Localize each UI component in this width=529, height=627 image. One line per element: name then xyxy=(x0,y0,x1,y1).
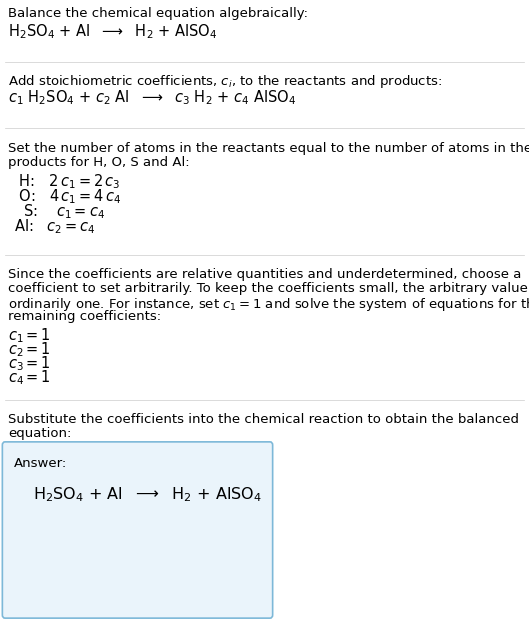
Text: products for H, O, S and Al:: products for H, O, S and Al: xyxy=(8,156,189,169)
Text: $c_3 = 1$: $c_3 = 1$ xyxy=(8,354,51,372)
Text: O:   $4\,c_1 = 4\,c_4$: O: $4\,c_1 = 4\,c_4$ xyxy=(14,187,121,206)
Text: $\mathregular{H_2SO_4}$ + Al  $\longrightarrow$  $\mathregular{H_2}$ + AlSO$_4$: $\mathregular{H_2SO_4}$ + Al $\longright… xyxy=(8,22,217,41)
Text: Since the coefficients are relative quantities and underdetermined, choose a: Since the coefficients are relative quan… xyxy=(8,268,522,281)
Text: $\mathregular{H_2SO_4}$ + Al  $\longrightarrow$  $\mathregular{H_2}$ + AlSO$_4$: $\mathregular{H_2SO_4}$ + Al $\longright… xyxy=(33,485,262,503)
Text: $c_1$ $\mathregular{H_2SO_4}$ + $c_2$ Al  $\longrightarrow$  $c_3$ $\mathregular: $c_1$ $\mathregular{H_2SO_4}$ + $c_2$ Al… xyxy=(8,88,296,107)
Text: Set the number of atoms in the reactants equal to the number of atoms in the: Set the number of atoms in the reactants… xyxy=(8,142,529,155)
FancyBboxPatch shape xyxy=(2,442,272,618)
Text: Al:   $c_2 = c_4$: Al: $c_2 = c_4$ xyxy=(14,217,96,236)
Text: equation:: equation: xyxy=(8,427,71,440)
Text: $c_2 = 1$: $c_2 = 1$ xyxy=(8,340,51,359)
Text: Add stoichiometric coefficients, $c_i$, to the reactants and products:: Add stoichiometric coefficients, $c_i$, … xyxy=(8,73,442,90)
Text: Answer:: Answer: xyxy=(14,457,67,470)
Text: remaining coefficients:: remaining coefficients: xyxy=(8,310,161,323)
Text: coefficient to set arbitrarily. To keep the coefficients small, the arbitrary va: coefficient to set arbitrarily. To keep … xyxy=(8,282,529,295)
Text: Balance the chemical equation algebraically:: Balance the chemical equation algebraica… xyxy=(8,7,308,20)
Text: $c_4 = 1$: $c_4 = 1$ xyxy=(8,368,51,387)
Text: H:   $2\,c_1 = 2\,c_3$: H: $2\,c_1 = 2\,c_3$ xyxy=(14,172,121,191)
Text: $c_1 = 1$: $c_1 = 1$ xyxy=(8,326,51,345)
Text: Substitute the coefficients into the chemical reaction to obtain the balanced: Substitute the coefficients into the che… xyxy=(8,413,519,426)
Text: S:    $c_1 = c_4$: S: $c_1 = c_4$ xyxy=(14,202,105,221)
Text: ordinarily one. For instance, set $c_1 = 1$ and solve the system of equations fo: ordinarily one. For instance, set $c_1 =… xyxy=(8,296,529,313)
